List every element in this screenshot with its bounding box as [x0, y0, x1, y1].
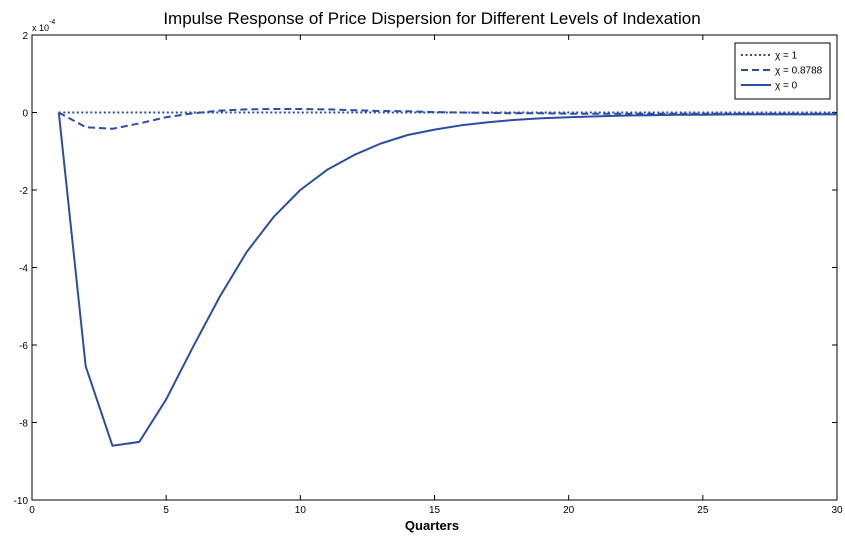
legend-label: χ = 0.8788: [775, 66, 823, 77]
series-line-3: [57, 112, 837, 447]
legend-label: χ = 1: [775, 51, 798, 62]
legend-box: [734, 42, 831, 100]
x-tick-label: 20: [563, 505, 575, 516]
legend-label: χ = 0: [775, 81, 798, 92]
y-tick-label: 2: [22, 31, 28, 42]
x-tick-label: 30: [831, 505, 843, 516]
y-scale-label: x 10: [32, 23, 49, 33]
y-tick-label: 0: [22, 109, 28, 120]
x-tick-label: 0: [29, 505, 35, 516]
y-tick-label: -10: [14, 496, 29, 507]
x-tick-label: 5: [163, 505, 169, 516]
y-tick-label: -8: [19, 419, 28, 430]
y-tick-label: -2: [19, 186, 28, 197]
y-tick-label: -4: [19, 264, 28, 275]
y-scale-exponent: -4: [49, 19, 55, 26]
legend: χ = 1 χ = 0.8788 χ = 0: [734, 42, 831, 100]
y-tick-label: -6: [19, 341, 28, 352]
series-lines: [57, 108, 837, 447]
series-line-2: [58, 108, 837, 130]
x-tick-label: 15: [429, 505, 441, 516]
x-axis-label: Quarters: [405, 518, 459, 533]
x-tick-label: 10: [295, 505, 307, 516]
x-tick-label: 25: [697, 505, 709, 516]
chart-title: Impulse Response of Price Dispersion for…: [163, 9, 700, 28]
plot-area: [31, 34, 838, 501]
